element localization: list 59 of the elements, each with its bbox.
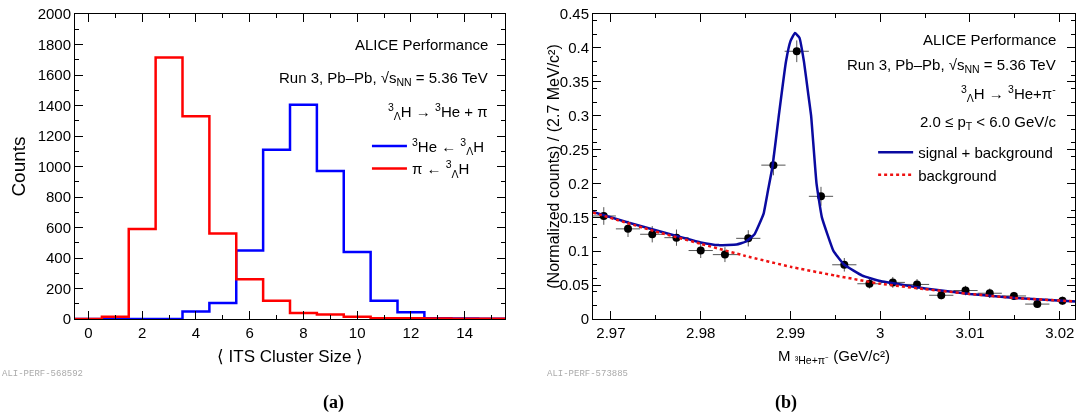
x-tick-label: 10 — [348, 324, 366, 341]
x-tick-label: 8 — [299, 324, 308, 341]
y-tick-label: 200 — [45, 279, 71, 297]
point — [792, 47, 801, 56]
legend-label: π ← $^{3}$$_{Λ}$H — [411, 158, 470, 180]
legend-label: background — [918, 166, 997, 184]
x-tick-label: 2.98 — [686, 324, 716, 341]
y-tick-label: 1600 — [37, 66, 71, 84]
annotation: Run 3, Pb–Pb, √s$_{NN}$ = 5.36 TeV — [279, 69, 488, 89]
legend-label: signal + background — [918, 144, 1053, 162]
line-series — [593, 211, 1075, 303]
y-tick-label: 1000 — [37, 157, 71, 175]
text: (a) — [323, 392, 344, 413]
x-tick-label: 4 — [191, 324, 201, 341]
x-axis-title: M $_{³He+π⁻}$ (GeV/c²) — [778, 347, 890, 367]
y-tick-label: 1200 — [37, 127, 71, 145]
y-axis-title: Counts — [8, 136, 30, 197]
y-tick-label: 800 — [45, 188, 71, 206]
x-tick-label: 3 — [876, 324, 885, 341]
y-tick-label: 2000 — [37, 5, 71, 23]
text: ALI-PERF-573885 — [547, 369, 629, 379]
y-tick-label: 1800 — [37, 35, 71, 53]
y-tick-label: 0 — [62, 310, 71, 328]
y-tick-label: 0.45 — [559, 5, 589, 23]
y-tick-label: 0.4 — [568, 39, 589, 57]
x-tick-label: 2.99 — [775, 324, 806, 341]
y-tick-label: 0.35 — [559, 73, 589, 91]
point — [720, 250, 729, 259]
x-tick-label: 12 — [402, 324, 420, 341]
point — [624, 224, 633, 233]
legend-label: $^{3}$He ← $^{3}$$_{Λ}$H — [411, 135, 485, 158]
y-tick-label: 0.3 — [568, 106, 589, 124]
y-tick-label: 400 — [45, 249, 71, 267]
y-tick-label: 0.1 — [568, 242, 589, 260]
y-axis-title: (Normalized counts) / (2.7 MeV/c²) — [545, 44, 562, 289]
point — [1033, 300, 1042, 309]
y-tick-label: 0.2 — [568, 174, 589, 192]
text: ALI-PERF-568592 — [2, 369, 84, 379]
x-tick-label: 0 — [84, 324, 93, 341]
x-tick-label: 3.01 — [955, 324, 985, 341]
y-tick-label: 0 — [580, 310, 589, 328]
y-tick-label: 1400 — [37, 96, 71, 114]
x-tick-label: 6 — [245, 324, 254, 341]
point — [937, 291, 946, 300]
x-tick-label: 2.97 — [596, 324, 626, 341]
annotation: ALICE Performance — [923, 31, 1057, 48]
x-tick-label: 3.02 — [1045, 324, 1075, 341]
point — [696, 246, 705, 255]
annotation: Run 3, Pb–Pb, √s$_{NN}$ = 5.36 TeV — [847, 56, 1056, 76]
x-tick-label: 2 — [138, 324, 147, 341]
x-tick-label: 14 — [456, 324, 474, 341]
annotation: 2.0 ≤ p$_{T}$ < 6.0 GeV/c — [920, 113, 1057, 133]
x-axis-title: ⟨ ITS Cluster Size ⟩ — [216, 347, 364, 367]
text: (b) — [775, 392, 797, 413]
annotation: ALICE Performance — [355, 36, 489, 53]
y-tick-label: 0.25 — [559, 140, 589, 158]
y-tick-label: 0.05 — [559, 276, 589, 294]
y-tick-label: 600 — [45, 218, 71, 236]
y-tick-label: 0.15 — [559, 208, 589, 226]
